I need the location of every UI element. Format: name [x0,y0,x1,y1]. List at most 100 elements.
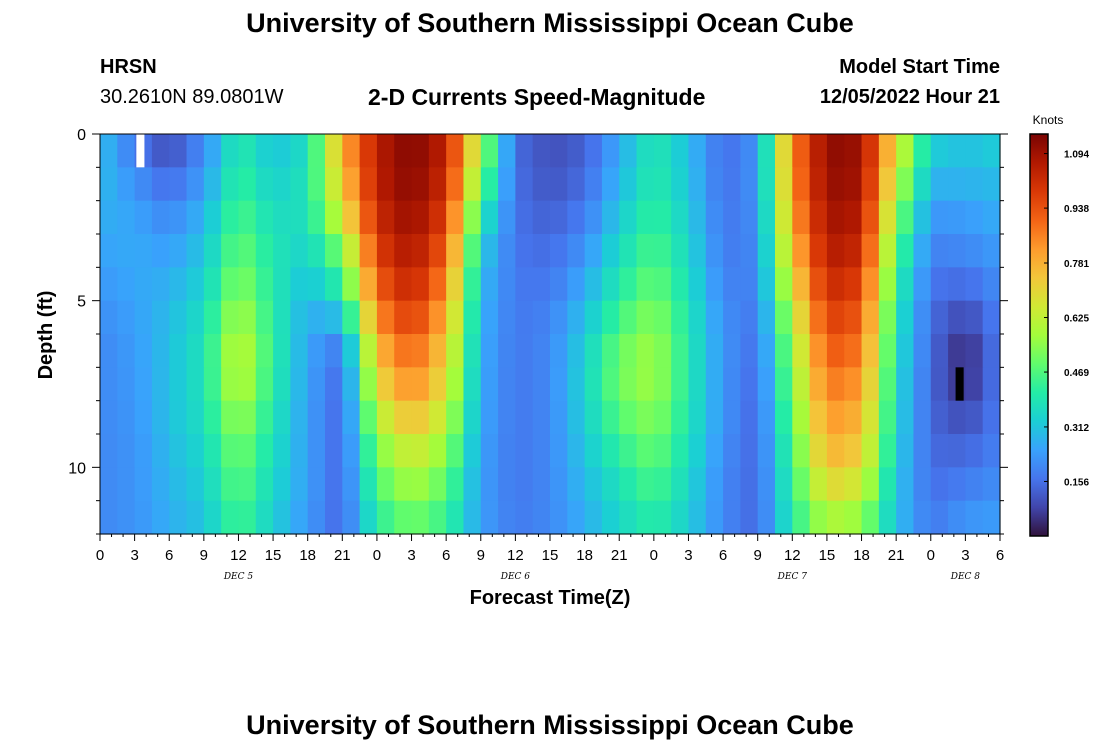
heatmap-cell [325,467,343,502]
heatmap-cell [100,300,118,335]
heatmap-cell [688,400,707,435]
heatmap-cell [861,134,880,168]
heatmap-cell [792,467,811,502]
heatmap-cell [169,167,188,202]
heatmap-cell [878,234,897,268]
heatmap-cell [290,200,309,235]
heatmap-cell [307,400,326,435]
heatmap-cell [134,400,153,435]
heatmap-cell [792,334,811,368]
heatmap-cell [619,334,638,368]
heatmap-cell [826,434,845,468]
heatmap-cell [325,134,343,168]
currents-heatmap-chart: 0 3 6 9 12 15 18 21 0 3 6 9 12 15 18 21 0 3 6 9 12 15 18 21 0 3 6 D… [35,113,1089,609]
heatmap-cell [117,167,136,202]
heatmap-cell [255,267,274,302]
heatmap-cell [653,400,672,435]
heatmap-cell [498,500,516,535]
heatmap-cell [878,500,897,535]
heatmap-cell [446,367,465,402]
heatmap-cell [948,200,966,235]
heatmap-cell [792,500,811,535]
heatmap-cell [550,300,568,335]
heatmap-cell [965,400,984,435]
heatmap-cell [896,267,915,302]
heatmap-cell [567,167,586,202]
heatmap-cell [757,267,776,302]
heatmap-cell [965,234,984,268]
heatmap-cell [861,234,880,268]
heatmap-cell [550,400,568,435]
heatmap-cell [342,134,361,168]
heatmap-cell [186,467,205,502]
heatmap-cell [671,267,690,302]
heatmap-cell [134,434,153,468]
heatmap-cell [394,300,413,335]
heatmap-cell [203,200,222,235]
heatmap-cell [342,400,361,435]
heatmap-cell [532,134,551,168]
heatmap-cell [117,334,136,368]
heatmap-cell [982,300,1001,335]
heatmap-cell [480,200,499,235]
heatmap-cell [705,467,724,502]
heatmap-cell [896,300,915,335]
heatmap-cell [100,134,118,168]
footer-title: University of Southern Mississippi Ocean… [246,710,854,740]
heatmap-cell [411,234,430,268]
heatmap-cell [134,500,153,535]
y-tick-label: 10 [68,460,86,477]
heatmap-cell [809,134,828,168]
heatmap-cell [463,300,482,335]
heatmap-cell [844,200,863,235]
heatmap-cell [930,367,949,402]
heatmap-cell [740,167,759,202]
heatmap-cell [446,300,465,335]
heatmap-cell [238,400,257,435]
heatmap-cell [203,267,222,302]
heatmap-cell [826,134,845,168]
heatmap-cell [982,500,1001,535]
heatmap-cell [480,300,499,335]
heatmap-cell [411,367,430,402]
heatmap-cell [826,400,845,435]
day-label: DEC 6 [500,572,531,582]
heatmap-cell [826,200,845,235]
x-tick-label: 3 [407,547,415,564]
heatmap-cell [532,500,551,535]
heatmap-cell [100,467,118,502]
heatmap-cell [498,334,516,368]
heatmap-cells [100,134,1001,535]
heatmap-cell [584,134,603,168]
heatmap-cell [273,400,291,435]
heatmap-cell [186,300,205,335]
x-tick-label: 15 [265,547,282,564]
heatmap-cell [532,234,551,268]
colorbar-tick-label: 0.312 [1064,423,1089,434]
heatmap-cell [307,367,326,402]
heatmap-cell [498,134,516,168]
heatmap-cell [705,167,724,202]
heatmap-cell [826,267,845,302]
heatmap-cell [636,367,655,402]
heatmap-cell [636,200,655,235]
heatmap-cell [723,334,741,368]
x-tick-label: 0 [927,547,935,564]
heatmap-cell [826,334,845,368]
heatmap-cell [636,167,655,202]
heatmap-cell [723,434,741,468]
heatmap-cell [740,234,759,268]
heatmap-cell [394,500,413,535]
heatmap-cell [515,367,534,402]
heatmap-cell [463,467,482,502]
main-title: University of Southern Mississippi Ocean… [246,8,854,38]
heatmap-cell [255,200,274,235]
heatmap-cell [636,267,655,302]
heatmap-cell [705,134,724,168]
colorbar-tick-label: 0.938 [1064,204,1089,215]
heatmap-cell [203,334,222,368]
x-tick-label: 6 [442,547,450,564]
heatmap-cell [359,167,378,202]
heatmap-cell [117,267,136,302]
heatmap-cell [636,434,655,468]
